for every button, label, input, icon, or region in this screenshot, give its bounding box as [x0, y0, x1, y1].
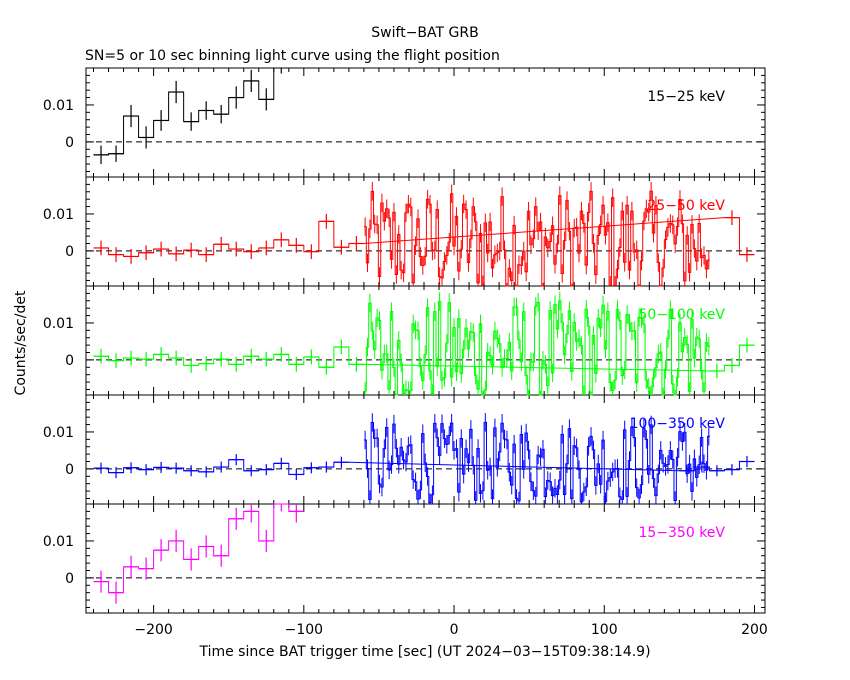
y-tick-label: 0: [65, 135, 74, 151]
chart-text-layer: Swift−BAT GRB SN=5 or 10 sec binning lig…: [13, 25, 651, 660]
series-4: [93, 413, 755, 504]
series-1: [93, 67, 289, 165]
panel-energy-label: 25−50 keV: [647, 198, 725, 214]
x-axis-label: Time since BAT trigger time [sec] (UT 20…: [198, 644, 650, 660]
series-3: [93, 291, 755, 396]
y-tick-label: 0.01: [43, 316, 74, 332]
x-tick-label: −200: [134, 622, 172, 638]
chart-frames: 0 0.01 15−25 keV 0 0.01 25−50 keV 0 0.01 50−100 …: [43, 67, 768, 638]
binned-step-line: [93, 217, 755, 257]
series-2: [93, 181, 755, 287]
dense-step-line: [363, 190, 711, 287]
x-tick-label: 0: [450, 622, 459, 638]
y-tick-label: 0: [65, 462, 74, 478]
panel-frame: [85, 67, 766, 178]
binned-step-line: [93, 459, 755, 475]
binned-step-line: [93, 344, 755, 372]
x-tick-label: 200: [741, 622, 768, 638]
panel-frame: [85, 285, 766, 396]
y-tick-label: 0.01: [43, 98, 74, 114]
y-tick-label: 0: [65, 244, 74, 260]
binned-step-line: [93, 503, 304, 594]
panel-energy-label: 50−100 keV: [638, 307, 725, 323]
y-tick-label: 0.01: [43, 534, 74, 550]
chart-subtitle: SN=5 or 10 sec binning light curve using…: [85, 48, 500, 64]
panel-energy-label: 15−350 keV: [638, 525, 725, 541]
x-tick-label: −100: [285, 622, 323, 638]
y-tick-label: 0: [65, 353, 74, 369]
chart-title: Swift−BAT GRB: [371, 25, 478, 41]
chart-data-layer: [93, 67, 755, 604]
panel-energy-label: 100−350 keV: [630, 416, 726, 432]
y-tick-label: 0: [65, 571, 74, 587]
dense-step-line: [363, 421, 711, 504]
x-tick-label: 100: [591, 622, 618, 638]
binned-step-line: [93, 67, 289, 156]
dense-step-line: [363, 300, 711, 396]
y-axis-label: Counts/sec/det: [13, 290, 29, 395]
panel-frame: [85, 503, 766, 614]
y-tick-label: 0.01: [43, 425, 74, 441]
panel-energy-label: 15−25 keV: [647, 89, 725, 105]
y-tick-label: 0.01: [43, 207, 74, 223]
panel-frame: [85, 394, 766, 505]
series-5: [93, 503, 304, 604]
